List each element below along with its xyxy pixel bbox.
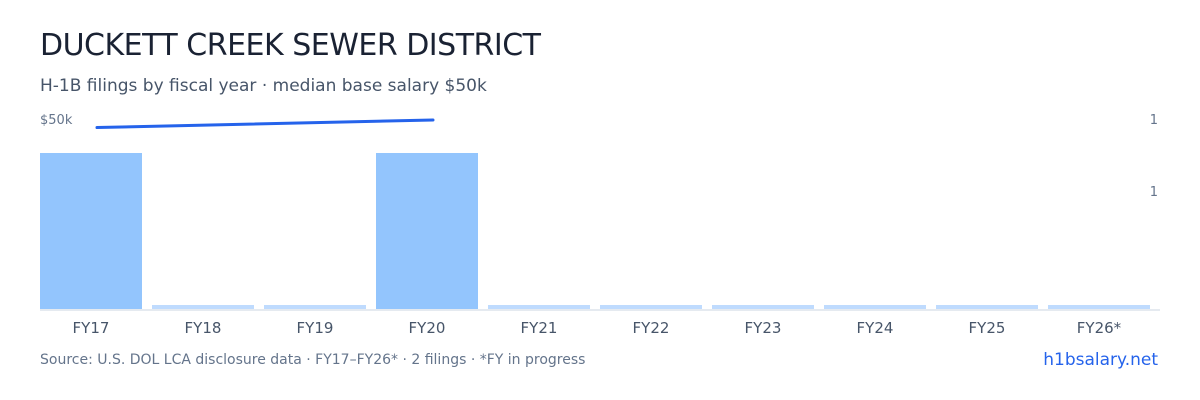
x-tick-label: FY24 [857,319,894,337]
x-tick-label: FY23 [745,319,782,337]
bar-FY21 [488,305,590,309]
x-tick-label: FY25 [969,319,1006,337]
x-tick-label: FY20 [409,319,446,337]
x-tick-labels: FY17 FY18 FY19 FY20 FY21 FY22 FY23 FY24 FY25 FY26… [73,319,1122,337]
bar-FY23 [712,305,814,309]
median-salary-line [95,118,435,130]
salary-line-layer [95,118,435,130]
bar-FY24 [824,305,926,309]
bar-FY22 [600,305,702,309]
bar-FY25 [936,305,1038,309]
bars-layer [40,153,1150,309]
bar-FY20 [376,153,478,309]
left-axis-tick-label: $50k [40,113,73,128]
x-tick-label: FY19 [297,319,334,337]
bar-FY17 [40,153,142,309]
bar-FY19 [264,305,366,309]
site-link[interactable]: h1bsalary.net [1043,350,1158,370]
x-tick-label: FY26* [1077,319,1122,337]
bar-FY18 [152,305,254,309]
x-tick-label: FY22 [633,319,670,337]
bar-FY26 [1048,305,1150,309]
x-tick-label: FY21 [521,319,558,337]
source-note: Source: U.S. DOL LCA disclosure data · F… [40,352,586,368]
x-tick-label: FY17 [73,319,110,337]
right-axis-tick-label: 1 [1150,113,1158,128]
chart-subtitle: H-1B filings by fiscal year · median bas… [40,76,487,96]
right-axis-tick-label: 1 [1150,185,1158,200]
x-tick-label: FY18 [185,319,222,337]
chart-title: DUCKETT CREEK SEWER DISTRICT [40,28,541,63]
